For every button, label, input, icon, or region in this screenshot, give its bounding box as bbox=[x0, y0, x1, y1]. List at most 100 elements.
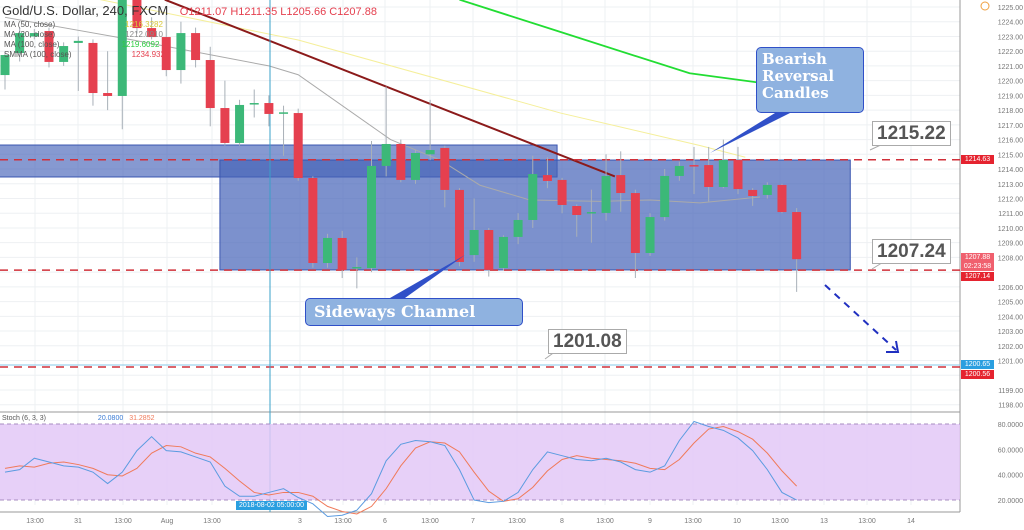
candle bbox=[733, 146, 743, 195]
legend-value: 1219.6092 bbox=[121, 40, 160, 49]
stoch-header[interactable]: Stoch (6, 3, 3) 20.0800 31.2852 bbox=[2, 415, 155, 423]
candle bbox=[73, 36, 83, 91]
time-tick-label: 13:00 bbox=[421, 518, 439, 525]
candle bbox=[440, 145, 450, 208]
time-tick-label: 13:00 bbox=[596, 518, 614, 525]
candle bbox=[689, 146, 699, 195]
legend-label: MA (100, close) bbox=[4, 40, 60, 49]
price-tick-label: 1198.00 bbox=[998, 403, 1023, 410]
candle-body bbox=[308, 178, 318, 264]
stoch-tick-label: 40.0000 bbox=[998, 473, 1023, 480]
candle-body bbox=[762, 184, 772, 195]
chart-header: Gold/U.S. Dollar, 240, FXCM O1211.07 H12… bbox=[2, 3, 377, 20]
arrowhead-icon bbox=[886, 340, 900, 353]
candle-body bbox=[29, 33, 39, 37]
candle-body bbox=[454, 189, 464, 262]
candle bbox=[762, 182, 772, 199]
candle bbox=[586, 189, 596, 243]
time-tick-label: 13 bbox=[820, 518, 828, 525]
time-tick-label: 14 bbox=[907, 518, 915, 525]
candle-body bbox=[557, 179, 567, 205]
candle-body bbox=[117, 0, 127, 96]
candle bbox=[718, 139, 728, 189]
candle-body bbox=[469, 230, 479, 256]
candle-body bbox=[660, 175, 670, 218]
moving-average-line bbox=[100, 0, 746, 158]
candle bbox=[15, 27, 25, 62]
legend-ma100[interactable]: MA (100, close) 1219.6092 bbox=[4, 40, 159, 49]
candle-body bbox=[264, 103, 274, 114]
time-tick-label: Aug bbox=[161, 518, 174, 525]
time-tick-label: 8 bbox=[560, 518, 564, 525]
price-label-1207[interactable]: 1207.24 bbox=[872, 239, 951, 264]
time-tick-label: 13:00 bbox=[203, 518, 221, 525]
candle-body bbox=[689, 165, 699, 167]
candle bbox=[337, 230, 347, 279]
sideways-channel-callout[interactable]: Sideways Channel bbox=[305, 298, 523, 326]
candle bbox=[601, 154, 611, 221]
projection-arrow bbox=[824, 284, 897, 351]
candle-body bbox=[293, 113, 303, 179]
candle bbox=[264, 95, 274, 127]
price-tick-label: 1205.00 bbox=[998, 300, 1023, 307]
candle bbox=[279, 105, 289, 156]
candle bbox=[117, 0, 127, 130]
candle-body bbox=[0, 55, 10, 76]
price-tick-label: 1222.00 bbox=[998, 49, 1023, 56]
candle-body bbox=[44, 31, 54, 62]
candle bbox=[205, 46, 215, 127]
candle-body bbox=[748, 189, 758, 196]
stoch-k-line bbox=[4, 420, 797, 518]
candle-body bbox=[792, 212, 802, 260]
price-tag: 1214.63 bbox=[961, 155, 994, 165]
candle-body bbox=[103, 93, 113, 96]
candle-body bbox=[674, 165, 684, 176]
candle bbox=[469, 198, 479, 262]
price-tick-label: 1219.00 bbox=[998, 93, 1023, 100]
price-tick-label: 1225.00 bbox=[998, 5, 1023, 12]
candle-body bbox=[410, 152, 420, 180]
price-tick-label: 1215.00 bbox=[998, 152, 1023, 159]
callout-pointer bbox=[390, 255, 465, 298]
candle-body bbox=[323, 237, 333, 264]
legend-ma20[interactable]: MA (20, close) 1212.0910 bbox=[4, 30, 163, 39]
price-tag: 02:23:58 bbox=[961, 262, 994, 272]
candle bbox=[674, 161, 684, 181]
symbol-title[interactable]: Gold/U.S. Dollar, 240, FXCM bbox=[2, 3, 169, 18]
candle-body bbox=[59, 46, 69, 62]
candle bbox=[0, 51, 10, 90]
price-tick-label: 1212.00 bbox=[998, 196, 1023, 203]
candle bbox=[88, 39, 98, 106]
moving-average-line bbox=[4, 16, 761, 204]
candle-body bbox=[484, 230, 494, 270]
candle-body bbox=[704, 165, 714, 188]
candle-body bbox=[220, 108, 230, 143]
candle bbox=[293, 108, 303, 181]
price-tag: 1200.65 bbox=[961, 360, 994, 370]
legend-value: 1212.0910 bbox=[125, 30, 163, 39]
legend-ma50[interactable]: MA (50, close) 1216.3282 bbox=[4, 20, 163, 29]
price-tick-label: 1209.00 bbox=[998, 241, 1023, 248]
price-label-1215[interactable]: 1215.22 bbox=[872, 121, 951, 146]
time-tick-label: 13:00 bbox=[858, 518, 876, 525]
candle bbox=[542, 157, 552, 189]
bearish-reversal-callout[interactable]: Bearish Reversal Candles bbox=[756, 47, 864, 113]
candle-body bbox=[15, 33, 25, 53]
candle bbox=[660, 169, 670, 221]
candle-body bbox=[147, 28, 157, 38]
candle bbox=[367, 141, 376, 273]
trendline bbox=[164, 0, 616, 178]
candle-body bbox=[235, 104, 245, 143]
candle-body bbox=[425, 150, 435, 155]
candle bbox=[323, 233, 333, 268]
candle bbox=[147, 17, 157, 40]
stoch-d-value: 31.2852 bbox=[129, 415, 155, 422]
price-tick-label: 1199.00 bbox=[998, 388, 1023, 395]
candle bbox=[704, 146, 714, 202]
price-label-1201[interactable]: 1201.08 bbox=[548, 329, 627, 354]
time-tick-label: 13:00 bbox=[334, 518, 352, 525]
legend-value: 1234.9320 bbox=[131, 50, 170, 59]
legend-label: MA (20, close) bbox=[4, 30, 56, 39]
legend-smma100[interactable]: SMMA (100, close) 1234.9320 bbox=[4, 50, 169, 59]
